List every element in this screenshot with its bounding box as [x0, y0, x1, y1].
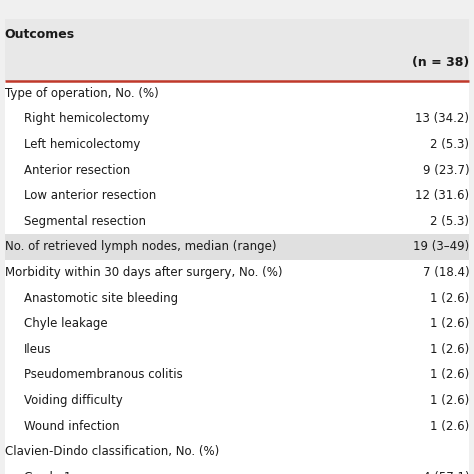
Text: 1 (2.6): 1 (2.6) [430, 368, 469, 382]
Text: 2 (5.3): 2 (5.3) [430, 215, 469, 228]
Text: Type of operation, No. (%): Type of operation, No. (%) [5, 87, 158, 100]
Text: 1 (2.6): 1 (2.6) [430, 394, 469, 407]
Text: Anastomotic site bleeding: Anastomotic site bleeding [24, 292, 178, 305]
Text: 1 (2.6): 1 (2.6) [430, 317, 469, 330]
Text: 12 (31.6): 12 (31.6) [415, 189, 469, 202]
Text: Anterior resection: Anterior resection [24, 164, 130, 177]
Text: Ileus: Ileus [24, 343, 51, 356]
Text: 7 (18.4): 7 (18.4) [423, 266, 469, 279]
Text: 1 (2.6): 1 (2.6) [430, 419, 469, 433]
Bar [5, 19, 469, 81]
Text: Outcomes: Outcomes [5, 28, 75, 41]
Text: Segmental resection: Segmental resection [24, 215, 146, 228]
Text: Chyle leakage: Chyle leakage [24, 317, 107, 330]
Text: 13 (34.2): 13 (34.2) [415, 112, 469, 126]
Text: Clavien-Dindo classification, No. (%): Clavien-Dindo classification, No. (%) [5, 445, 219, 458]
Text: Right hemicolectomy: Right hemicolectomy [24, 112, 149, 126]
Text: 19 (3–49): 19 (3–49) [413, 240, 469, 254]
Text: Pseudomembranous colitis: Pseudomembranous colitis [24, 368, 182, 382]
Text: Left hemicolectomy: Left hemicolectomy [24, 138, 140, 151]
Text: No. of retrieved lymph nodes, median (range): No. of retrieved lymph nodes, median (ra… [5, 240, 276, 254]
Text: Wound infection: Wound infection [24, 419, 119, 433]
Bar [5, 234, 469, 260]
Text: 1 (2.6): 1 (2.6) [430, 343, 469, 356]
Text: 4 (57.1): 4 (57.1) [423, 471, 469, 474]
Text: Low anterior resection: Low anterior resection [24, 189, 156, 202]
Text: Voiding difficulty: Voiding difficulty [24, 394, 122, 407]
Text: 9 (23.7): 9 (23.7) [423, 164, 469, 177]
Text: (n = 38): (n = 38) [412, 55, 469, 69]
Text: 1 (2.6): 1 (2.6) [430, 292, 469, 305]
Text: Grade 1: Grade 1 [24, 471, 71, 474]
Text: 2 (5.3): 2 (5.3) [430, 138, 469, 151]
Text: Morbidity within 30 days after surgery, No. (%): Morbidity within 30 days after surgery, … [5, 266, 282, 279]
